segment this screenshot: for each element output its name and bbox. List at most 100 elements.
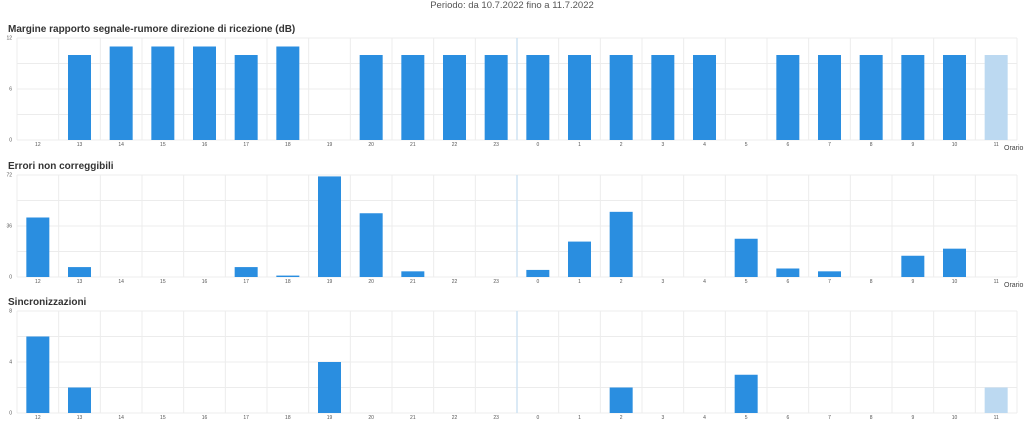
bar-7 — [818, 55, 841, 140]
x-tick-label: 15 — [160, 415, 166, 421]
x-tick-label: 22 — [452, 415, 458, 421]
bar-5 — [734, 238, 758, 277]
bar-20 — [359, 55, 383, 140]
x-axis-label: Orario — [1004, 282, 1024, 289]
x-tick-label: 10 — [952, 415, 958, 421]
x-tick-label: 22 — [452, 279, 458, 285]
bar-21 — [401, 55, 425, 140]
bar-12 — [26, 336, 50, 413]
bar-20 — [359, 213, 383, 277]
y-tick-label: 12 — [6, 36, 12, 42]
bar-13 — [68, 267, 91, 277]
x-tick-label: 16 — [202, 142, 208, 148]
bar-1 — [568, 241, 591, 277]
x-tick-label: 11 — [994, 279, 999, 285]
bar-9 — [901, 255, 925, 277]
x-tick-label: 14 — [118, 415, 124, 421]
bar-10 — [943, 248, 966, 277]
x-tick-label: 17 — [243, 142, 249, 148]
bar-18 — [276, 46, 300, 140]
x-tick-label: 2 — [620, 142, 623, 148]
y-tick-label: 0 — [9, 275, 12, 281]
y-tick-label: 0 — [9, 411, 12, 417]
x-tick-label: 7 — [828, 142, 831, 148]
bar-22 — [443, 55, 466, 140]
x-tick-label: 3 — [661, 415, 664, 421]
bar-5 — [734, 374, 758, 413]
period-header: Periodo: da 10.7.2022 fino a 11.7.2022 — [430, 0, 594, 11]
y-tick-label: 0 — [9, 138, 12, 144]
bar-10 — [943, 55, 966, 140]
x-tick-label: 21 — [410, 279, 416, 285]
x-tick-label: 18 — [285, 279, 291, 285]
x-tick-label: 5 — [745, 279, 748, 285]
x-tick-label: 11 — [994, 142, 999, 148]
x-tick-label: 11 — [994, 415, 999, 421]
x-tick-label: 1 — [578, 279, 581, 285]
bar-14 — [109, 46, 133, 140]
x-tick-label: 0 — [536, 415, 539, 421]
bar-15 — [151, 46, 175, 140]
x-tick-label: 18 — [285, 142, 291, 148]
x-tick-label: 18 — [285, 415, 291, 421]
y-tick-label: 4 — [9, 360, 12, 366]
x-tick-label: 23 — [493, 279, 499, 285]
y-tick-label: 72 — [6, 173, 12, 179]
x-tick-label: 14 — [118, 142, 124, 148]
x-tick-label: 23 — [493, 415, 499, 421]
x-tick-label: 6 — [786, 142, 789, 148]
bar-17 — [234, 267, 258, 277]
x-tick-label: 16 — [202, 415, 208, 421]
x-tick-label: 23 — [493, 142, 499, 148]
x-tick-label: 22 — [452, 142, 458, 148]
bar-2 — [609, 55, 633, 140]
bar-12 — [26, 217, 50, 277]
bar-19 — [318, 176, 341, 277]
x-tick-label: 13 — [77, 415, 83, 421]
bar-16 — [193, 46, 216, 140]
x-tick-label: 16 — [202, 279, 208, 285]
bar-9 — [901, 55, 925, 140]
x-tick-label: 4 — [703, 142, 706, 148]
bar-0 — [526, 55, 550, 140]
x-tick-label: 4 — [703, 415, 706, 421]
bar-11 — [984, 55, 1008, 140]
bar-11 — [984, 387, 1008, 413]
bar-6 — [776, 268, 800, 277]
x-tick-label: 20 — [368, 279, 374, 285]
x-tick-label: 9 — [911, 142, 914, 148]
bar-2 — [609, 211, 633, 277]
x-tick-label: 0 — [536, 142, 539, 148]
chart-title-errors: Errori non correggibili — [8, 161, 114, 172]
x-tick-label: 5 — [745, 142, 748, 148]
x-tick-label: 7 — [828, 415, 831, 421]
x-tick-label: 19 — [327, 142, 333, 148]
x-axis-label: Orario — [1004, 145, 1024, 152]
chart-title-snr: Margine rapporto segnale-rumore direzion… — [8, 24, 296, 35]
x-tick-label: 4 — [703, 279, 706, 285]
bar-8 — [859, 55, 883, 140]
x-tick-label: 19 — [327, 279, 333, 285]
bar-0 — [526, 269, 550, 277]
x-tick-label: 20 — [368, 142, 374, 148]
x-tick-label: 10 — [952, 279, 958, 285]
bar-13 — [68, 55, 91, 140]
x-tick-label: 1 — [578, 415, 581, 421]
x-tick-label: 15 — [160, 142, 166, 148]
x-tick-label: 5 — [745, 415, 748, 421]
x-tick-label: 12 — [35, 415, 41, 421]
y-tick-label: 36 — [6, 224, 12, 230]
x-tick-label: 2 — [620, 415, 623, 421]
x-tick-label: 3 — [661, 142, 664, 148]
x-tick-label: 2 — [620, 279, 623, 285]
x-tick-label: 19 — [327, 415, 333, 421]
x-tick-label: 8 — [870, 415, 873, 421]
x-tick-label: 3 — [661, 279, 664, 285]
x-tick-label: 21 — [410, 142, 416, 148]
bar-19 — [318, 362, 341, 413]
x-tick-label: 7 — [828, 279, 831, 285]
bar-13 — [68, 387, 91, 413]
y-tick-label: 8 — [9, 309, 12, 315]
